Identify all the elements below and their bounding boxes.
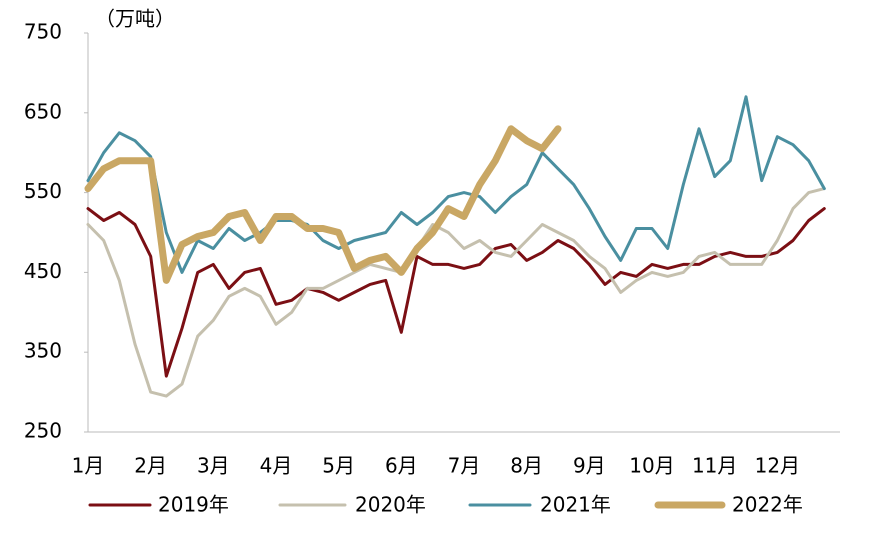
y-axis-label: （万吨）: [95, 7, 175, 31]
y-tick-label: 650: [24, 99, 62, 123]
legend-label: 2022年: [732, 493, 803, 517]
x-tick-label: 5月: [322, 454, 355, 478]
legend-label: 2021年: [540, 493, 611, 517]
series-line: [84, 125, 562, 284]
x-tick-label: 10月: [629, 454, 674, 478]
series-line: [86, 95, 826, 274]
x-tick-label: 9月: [573, 454, 606, 478]
x-tick-label: 2月: [134, 454, 167, 478]
y-tick-label: 750: [24, 20, 62, 44]
y-tick-label: 250: [24, 419, 62, 443]
x-tick-label: 12月: [755, 454, 800, 478]
series-line: [86, 207, 826, 378]
series-line: [86, 187, 826, 398]
x-tick-label: 7月: [448, 454, 481, 478]
y-tick-label: 450: [24, 259, 62, 283]
x-tick-label: 4月: [260, 454, 293, 478]
x-tick-label: 8月: [510, 454, 543, 478]
x-tick-label: 11月: [692, 454, 737, 478]
legend-label: 2020年: [355, 493, 426, 517]
x-tick-label: 1月: [72, 454, 105, 478]
x-tick-label: 6月: [385, 454, 418, 478]
legend-label: 2019年: [158, 493, 229, 517]
y-tick-label: 350: [24, 339, 62, 363]
y-tick-label: 550: [24, 179, 62, 203]
x-tick-label: 3月: [197, 454, 230, 478]
